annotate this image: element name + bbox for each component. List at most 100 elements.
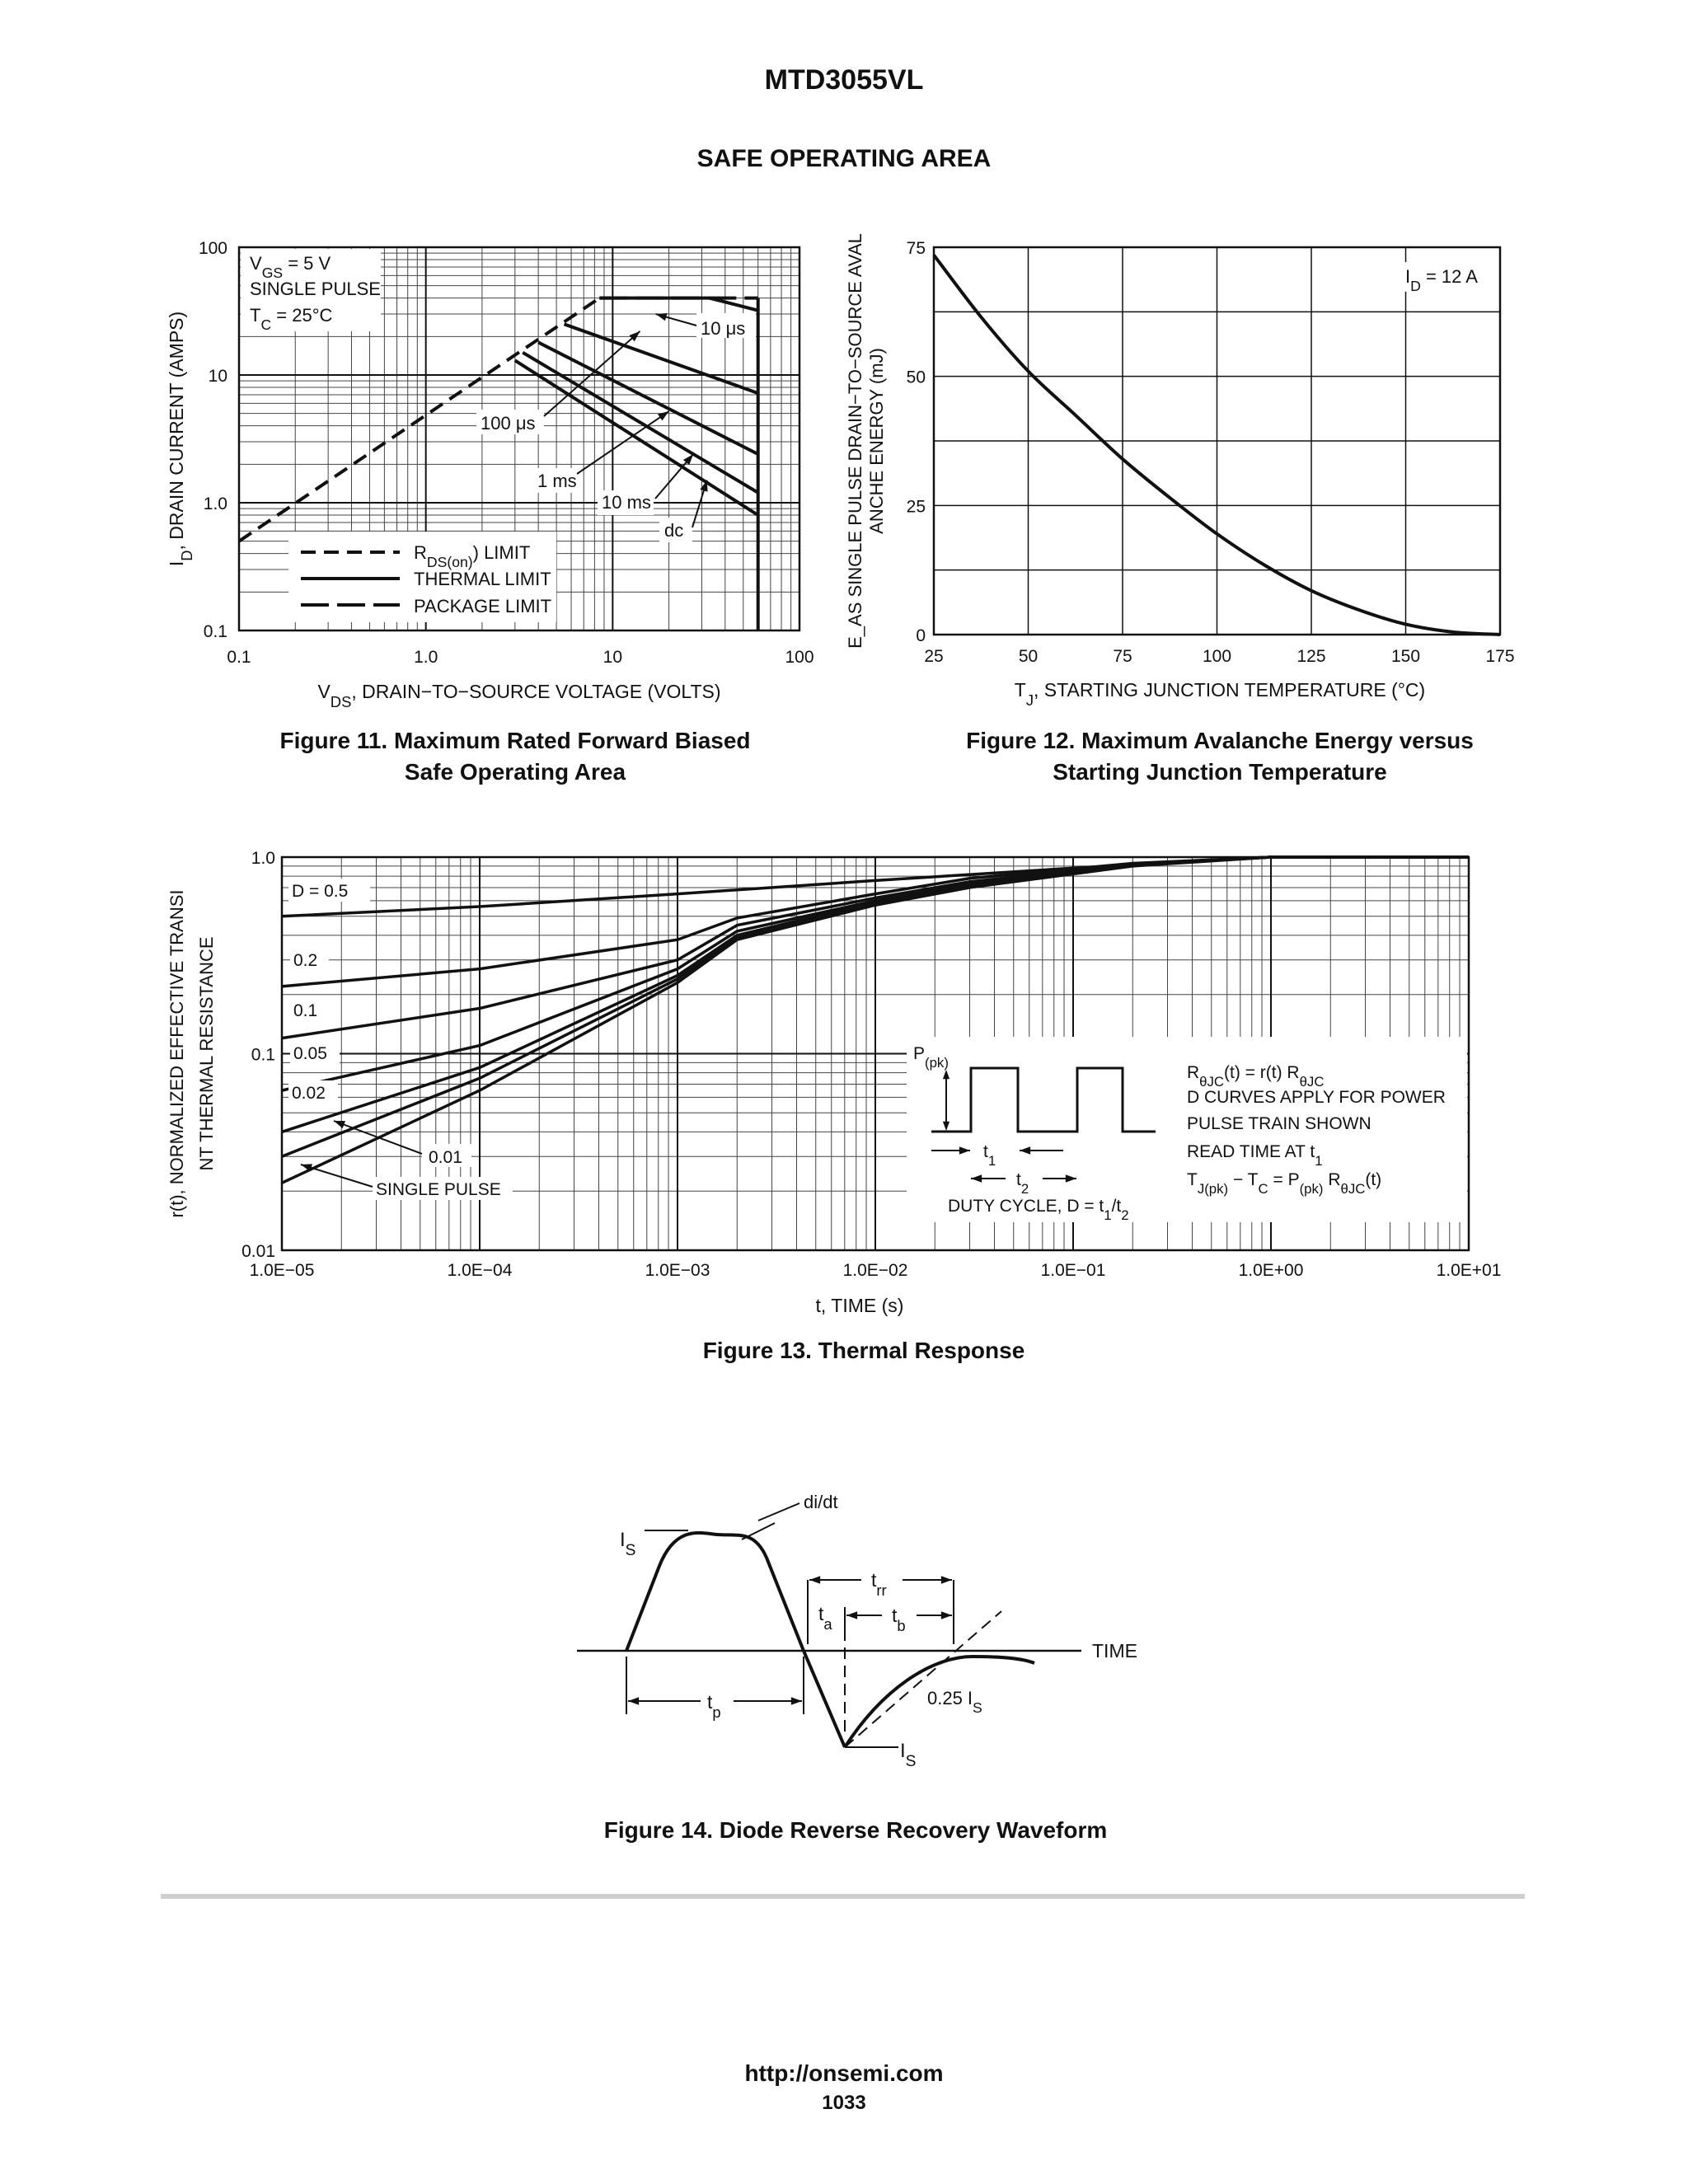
fig13-t2-right-head	[1065, 1174, 1076, 1183]
fig13-leader-0.01-head	[334, 1121, 345, 1129]
fig13-note-4: READ TIME AT t1	[1187, 1142, 1323, 1169]
fig13-series-single-pulse	[281, 855, 1469, 1184]
fig11-leader-1ms	[576, 410, 670, 475]
fig13-label-bg	[373, 1177, 513, 1200]
fig14-label-didt: di/dt	[804, 1492, 838, 1512]
fig14-label-tp: tp	[707, 1691, 721, 1721]
figure-11-caption-line2: Safe Operating Area	[404, 759, 626, 785]
figure-12-caption: Figure 12. Maximum Avalanche Energy vers…	[915, 725, 1525, 788]
fig11-label-10ms: 10 ms	[602, 492, 651, 513]
fig13-frame	[280, 855, 1470, 1252]
figure-13-chart: D = 0.5 0.2 0.1 0.05 0.02 0.01 SINGLE PULSE P(p…	[166, 849, 1501, 1316]
fig11-leader-1ms-head	[657, 411, 669, 421]
fig13-label-3: 0.05	[293, 1044, 327, 1063]
fig14-tp-arrow-left-head	[628, 1697, 640, 1705]
fig11-label-bg	[534, 468, 580, 493]
fig12-ylabel-line1: E_AS SINGLE PULSE DRAIN−TO−SOURCE AVAL	[845, 233, 865, 649]
fig13-note-1: RθJC(t) = r(t) RθJC	[1187, 1063, 1324, 1090]
fig13-label-bg	[288, 1080, 338, 1104]
part-number: MTD3055VL	[764, 64, 924, 96]
fig14-waveform-recovery	[843, 1654, 1035, 1749]
fig11-condition-tc: TC = 25°C	[250, 305, 333, 333]
fig11-series-dc	[513, 359, 759, 517]
fig14-label-025is: 0.25 IS	[927, 1688, 982, 1716]
fig13-label-bg	[422, 1144, 471, 1167]
fig11-xtick: 100	[785, 648, 814, 667]
fig13-ytick: 0.01	[241, 1242, 275, 1261]
fig14-label-is-bottom: IS	[900, 1740, 916, 1770]
fig13-note-5: TJ(pk) − TC = P(pk) RθJC(t)	[1187, 1170, 1381, 1197]
fig12-xlabel: TJ, STARTING JUNCTION TEMPERATURE (°C)	[1015, 679, 1425, 709]
section-title: SAFE OPERATING AREA	[696, 145, 992, 172]
fig13-inset-duty: DUTY CYCLE, D = t1/t2	[948, 1197, 1129, 1223]
fig11-xlabel: VDS, DRAIN−TO−SOURCE VOLTAGE (VOLTS)	[317, 681, 720, 710]
fig12-ytick: 0	[916, 626, 926, 645]
fig11-series-r-ds-on-limit	[237, 297, 601, 543]
fig14-tp-arrow-right-head	[790, 1697, 802, 1705]
fig12-xtick: 25	[924, 647, 943, 666]
fig14-label-time: TIME	[1092, 1640, 1137, 1661]
fig14-tb-arrow-left-head	[846, 1611, 858, 1619]
fig11-label-bg	[659, 518, 692, 542]
fig12-xtick: 50	[1019, 647, 1038, 666]
page-number: 1033	[822, 2092, 866, 2114]
fig13-inset-t2: t2	[1016, 1170, 1029, 1197]
fig13-t2-left-head	[971, 1174, 982, 1183]
fig11-xtick: 1.0	[414, 648, 438, 667]
fig13-label-single-pulse: SINGLE PULSE	[376, 1180, 501, 1199]
fig12-frame	[932, 246, 1502, 636]
fig13-note-3: PULSE TRAIN SHOWN	[1187, 1114, 1372, 1133]
fig11-label-100us: 100 μs	[481, 413, 536, 434]
fig11-leader-10us-head	[655, 312, 668, 321]
fig12-annotation-box	[1401, 262, 1492, 292]
fig11-condition-vgs: VGS = 5 V	[250, 253, 331, 281]
figure-12-caption-line1: Figure 12. Maximum Avalanche Energy vers…	[966, 728, 1474, 753]
fig13-ppk-arrow-up	[942, 1070, 950, 1080]
fig13-label-bg	[288, 879, 370, 902]
fig11-series-10-s	[599, 296, 759, 312]
fig11-leader-100us	[543, 330, 641, 417]
fig13-xtick: 1.0E−02	[843, 1261, 908, 1280]
fig11-legend-package: PACKAGE LIMIT	[414, 596, 551, 616]
fig13-xtick: 1.0E−03	[645, 1261, 710, 1280]
fig13-pulse-train	[931, 1066, 1156, 1133]
fig13-ppk-arrow-down	[942, 1121, 950, 1131]
fig13-xtick: 1.0E+00	[1239, 1261, 1304, 1280]
fig11-conditions-box	[241, 249, 381, 331]
fig13-label-2: 0.1	[293, 1001, 317, 1020]
fig11-ytick: 100	[199, 239, 227, 258]
figure-13-caption: Figure 13. Thermal Response	[702, 1338, 1025, 1363]
fig11-leader-10ms-head	[682, 454, 694, 466]
fig11-frame	[237, 246, 801, 632]
fig11-ylabel: ID, DRAIN CURRENT (AMPS)	[166, 312, 195, 566]
fig11-label-bg	[696, 313, 756, 338]
fig12-xtick: 100	[1203, 647, 1231, 666]
fig13-label-1: 0.2	[293, 951, 317, 970]
fig11-leader-dc-head	[700, 480, 708, 492]
fig12-ytick: 25	[907, 497, 926, 516]
footer-divider	[161, 1894, 1525, 1899]
fig14-extrapolation	[844, 1610, 1002, 1748]
fig13-xtick: 1.0E−05	[250, 1261, 315, 1280]
fig13-inset-t1: t1	[983, 1142, 996, 1169]
fig12-xtick: 175	[1485, 647, 1514, 666]
fig14-trr-arrow-left-head	[809, 1576, 821, 1584]
fig11-series-100-s	[563, 322, 759, 395]
fig13-xlabel: t, TIME (s)	[816, 1295, 904, 1316]
fig14-label-is-top: IS	[620, 1529, 635, 1559]
fig12-xtick: 125	[1296, 647, 1325, 666]
fig13-ytick: 1.0	[251, 849, 275, 868]
fig13-xtick: 1.0E−01	[1041, 1261, 1106, 1280]
fig13-ylabel-line2: NT THERMAL RESISTANCE	[196, 936, 217, 1170]
fig13-xtick: 1.0E−04	[448, 1261, 513, 1280]
fig14-waveform-forward	[625, 1530, 846, 1748]
fig12-xtick: 75	[1113, 647, 1132, 666]
fig13-label-bg	[290, 948, 329, 971]
fig13-t1-right-head	[1020, 1146, 1031, 1155]
fig13-ytick: 0.1	[251, 1046, 275, 1065]
fig12-series-avalanche-energy	[932, 254, 1501, 636]
fig11-ytick: 0.1	[204, 622, 227, 641]
fig11-legend-thermal: THERMAL LIMIT	[414, 569, 551, 589]
